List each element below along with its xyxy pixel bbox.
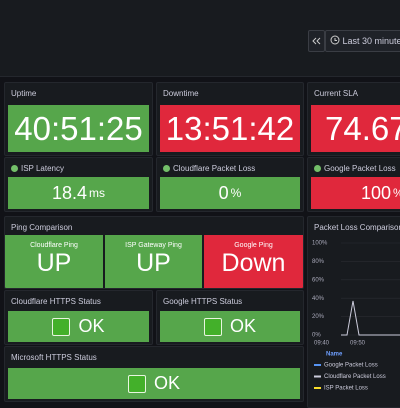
zoom-out-button[interactable] [308,30,325,52]
status: UP [136,248,171,277]
panel-title: Cloudflare HTTPS Status [11,297,101,306]
status-panel: Google HTTPS Status OK [156,290,304,345]
panel-title: Current SLA [314,89,359,98]
stat-value: 13:51:42 [160,105,300,152]
y-tick-label: 20% [312,314,325,320]
x-tick-label: 09:50 [350,341,366,347]
panel-title: Packet Loss Comparison [314,223,400,232]
panel-title: Cloudflare Packet Loss [163,164,255,173]
gauge-value: 100% [311,177,400,209]
status-box: OK [8,311,149,342]
ping-status: ISP Gateway Ping UP [105,235,202,288]
ping-label: ISP Gateway Ping [125,241,182,249]
y-tick-label: 40% [312,296,325,302]
status: UP [36,248,72,277]
status: Down [221,248,286,277]
time-picker[interactable]: Last 30 minutes [325,30,400,52]
gauge-value: 0% [160,177,300,209]
status-box: OK [8,368,300,399]
title-text: Google Packet Loss [324,164,396,173]
status-box: OK [160,311,300,342]
stat-panel: Uptime 40:51:25 [4,82,153,156]
ping-label: Cloudflare Ping [30,241,78,249]
title-text: ISP Latency [21,164,64,173]
status: OK [78,316,105,336]
back-icon [312,37,321,45]
timeseries-panel: Packet Loss Comparison 100% 80% 60% 40% 20% 0… [307,216,400,408]
legend-label: Cloudflare Packet Loss [324,374,386,380]
y-tick-label: 60% [312,277,325,283]
status: OK [153,373,180,393]
ping-status: Cloudflare Ping UP [5,235,103,288]
y-tick-label: 100% [312,241,328,247]
legend-marker [314,364,321,366]
panel-title: Uptime [11,89,37,98]
unit: % [393,186,400,200]
gauge-panel: Google Packet Loss 100% [307,157,400,212]
gauge-value: 18.4 ms [8,177,149,209]
panel-title: Downtime [163,89,199,98]
y-tick-label: 0% [312,333,321,339]
stat-value: 40:51:25 [8,105,149,152]
value: 0 [218,182,229,203]
panel-title: Google Packet Loss [314,164,396,173]
clock-icon [330,35,340,45]
stat-value: 74.67 [311,105,400,152]
status: OK [229,316,256,336]
panel-title: Microsoft HTTPS Status [11,353,97,362]
value: 100 [361,182,392,203]
status-panel: Cloudflare HTTPS Status OK [4,290,153,345]
title-text: Cloudflare Packet Loss [173,164,256,173]
legend-label: ISP Packet Loss [324,386,368,392]
legend-title: Name [326,352,343,358]
legend-marker [314,375,321,378]
ping-panel: Ping Comparison Cloudflare Ping UP ISP Ga… [4,216,304,289]
x-tick-label: 09:40 [314,341,330,347]
unit: % [230,186,242,200]
ping-label: Google Ping [234,241,273,249]
stat-panel: Current SLA 74.67 [307,82,400,156]
ping-status: Google Ping Down [204,235,303,288]
top-bar: Last 30 minutes [0,0,400,77]
series-line [341,300,400,336]
y-tick-label: 80% [312,259,325,265]
unit: ms [89,186,106,200]
plot: 100% 80% 60% 40% 20% 0% 09:40 09:50 Name Google P… [312,241,400,392]
panel-title: Google HTTPS Status [163,297,243,306]
legend-label: Google Packet Loss [324,363,378,369]
gauge-panel: Cloudflare Packet Loss 0% [156,157,304,212]
legend-marker [314,387,321,389]
gauge-panel: ISP Latency 18.4 ms [4,157,153,212]
panel-title: Ping Comparison [11,223,73,232]
time-range: Last 30 minutes [342,36,400,46]
status-panel: Microsoft HTTPS Status OK [4,346,304,402]
stat-panel: Downtime 13:51:42 [156,82,304,156]
value: 18.4 [51,182,88,203]
panel-title: ISP Latency [11,164,64,173]
